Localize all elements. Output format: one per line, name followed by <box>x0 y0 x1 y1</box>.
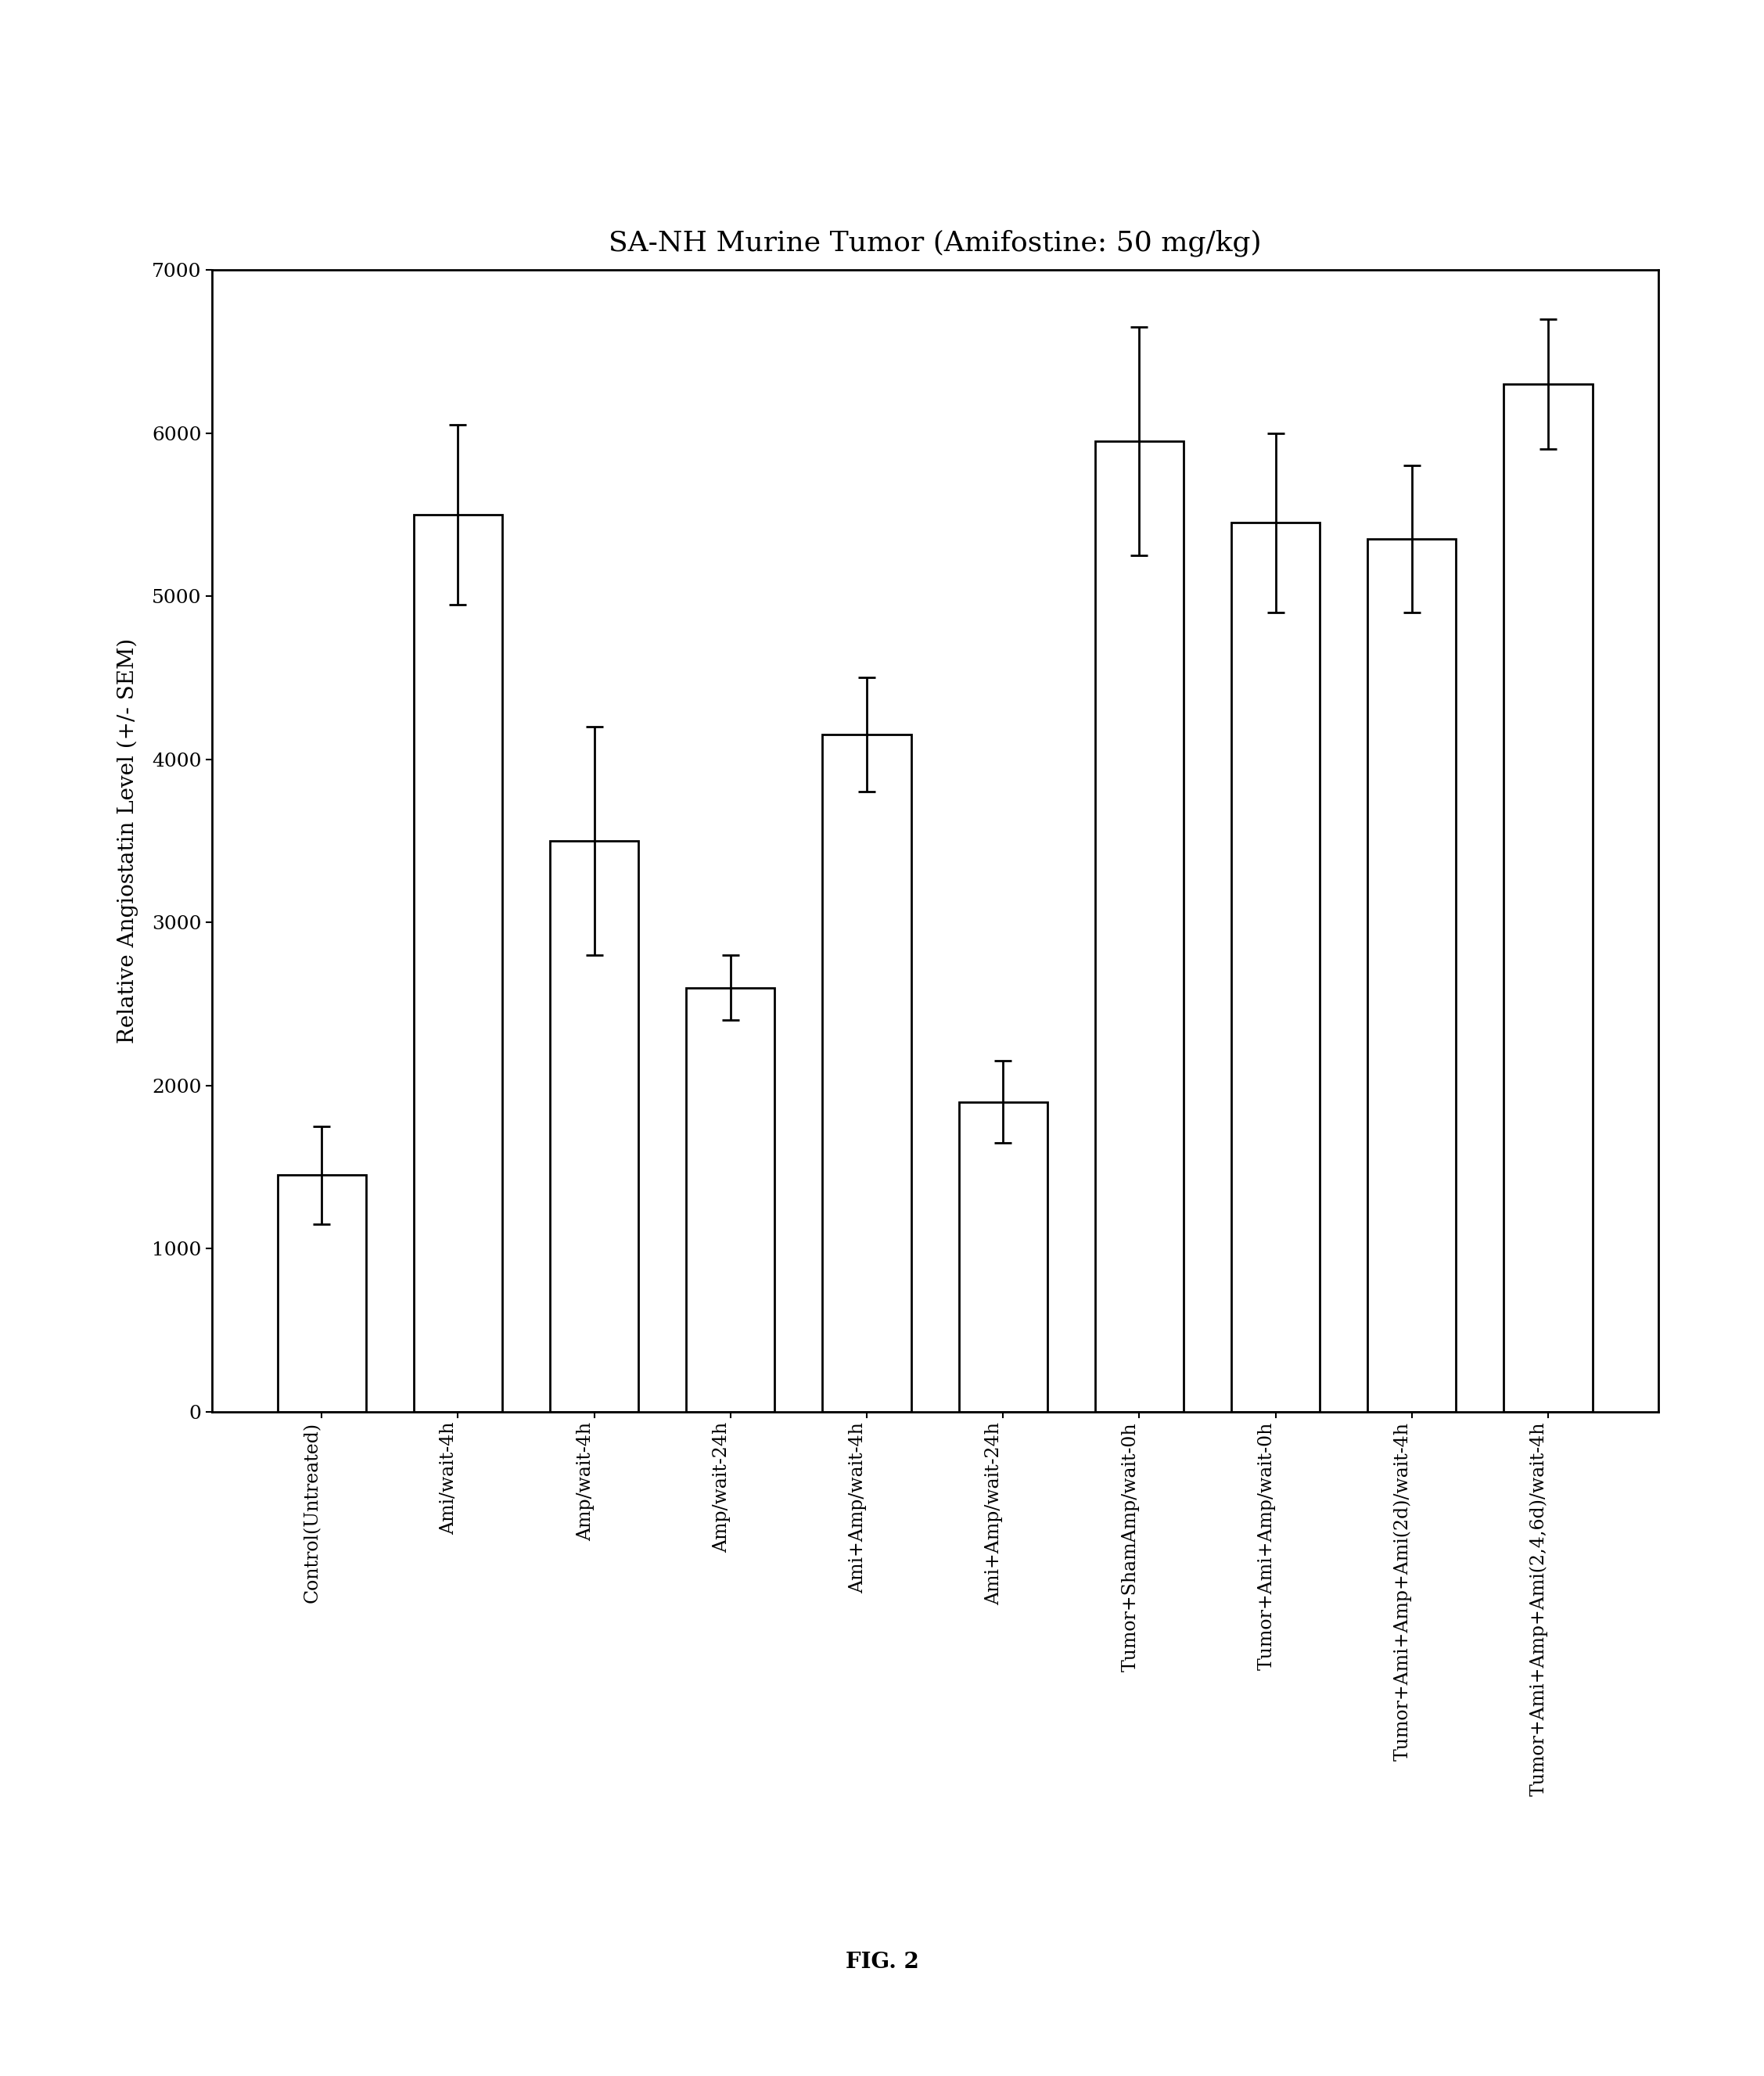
Title: SA-NH Murine Tumor (Amifostine: 50 mg/kg): SA-NH Murine Tumor (Amifostine: 50 mg/kg… <box>609 228 1261 255</box>
Bar <box>822 735 910 1412</box>
Bar <box>550 841 639 1412</box>
Bar <box>1231 523 1319 1412</box>
Bar <box>1367 540 1455 1412</box>
Bar <box>960 1102 1048 1412</box>
Bar <box>415 515 503 1412</box>
Y-axis label: Relative Angiostatin Level (+/- SEM): Relative Angiostatin Level (+/- SEM) <box>116 637 139 1044</box>
Bar <box>277 1175 365 1412</box>
Bar <box>686 988 774 1412</box>
Text: FIG. 2: FIG. 2 <box>845 1951 919 1972</box>
Bar <box>1505 384 1593 1412</box>
Bar <box>1095 440 1184 1412</box>
